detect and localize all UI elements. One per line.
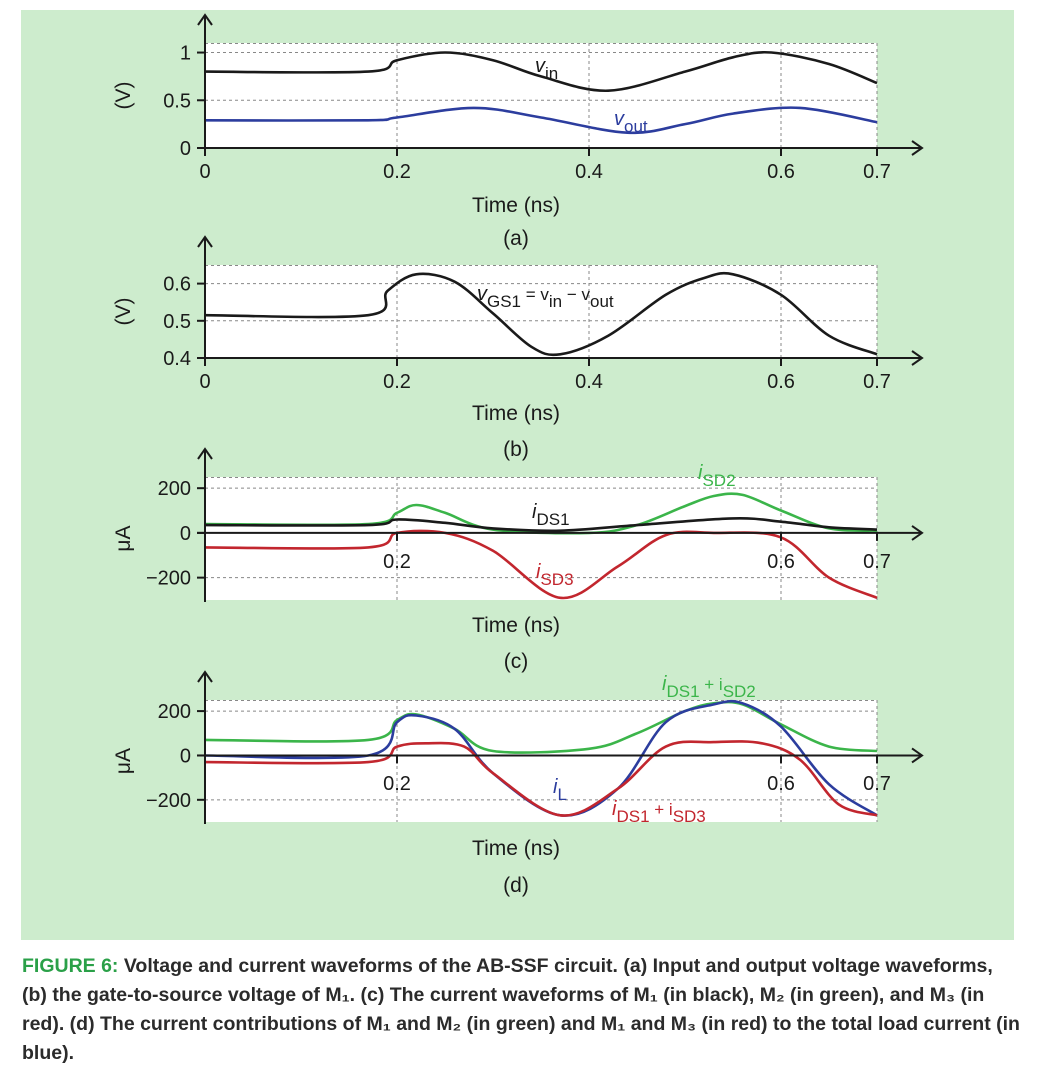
x-tick-label-c-0: 0.2 xyxy=(383,551,411,573)
x-axis-arrow-d xyxy=(911,747,924,764)
y-tick-label-d-1: 0 xyxy=(180,745,191,767)
series-a-0 xyxy=(204,50,878,93)
y-tick-label-a-0: 0 xyxy=(180,138,191,160)
y-axis-arrow-b xyxy=(197,235,213,248)
y-tick-label-b-1: 0.5 xyxy=(163,311,191,333)
x-axis-label-b: Time (ns) xyxy=(472,402,560,425)
y-axis-label-c: μA xyxy=(112,525,135,551)
series-label-c-1: iDS1 xyxy=(532,501,570,529)
series-label-d-2: iDS1 + iSD3 xyxy=(612,798,706,826)
x-axis-label-d: Time (ns) xyxy=(472,837,560,860)
series-label-d-0: iDS1 + iSD2 xyxy=(662,673,756,701)
x-axis-label-a: Time (ns) xyxy=(472,194,560,217)
y-tick-label-a-2: 1 xyxy=(180,43,191,65)
series-d-2 xyxy=(204,740,878,817)
y-tick-label-c-2: 200 xyxy=(158,478,191,500)
panel-label-b: (b) xyxy=(503,438,529,461)
y-axis-label-a: (V) xyxy=(112,82,135,110)
x-tick-label-d-2: 0.7 xyxy=(863,773,891,795)
x-tick-label-a-0: 0 xyxy=(199,161,210,183)
series-label-b-0: vGS1 = vin − vout xyxy=(477,283,614,311)
figure-svg: 0 0.5 1 0 0.2 0.4 0.6 0.7 Time (ns) (V) (a) vin vout… xyxy=(112,13,924,897)
chart-a: 0 0.5 1 0 0.2 0.4 0.6 0.7 Time (ns) (V) (a) vin vout xyxy=(112,13,924,250)
series-a-1 xyxy=(204,106,878,135)
panel-label-a: (a) xyxy=(503,227,529,250)
series-label-c-2: iSD3 xyxy=(536,561,574,589)
x-tick-label-a-4: 0.7 xyxy=(863,161,891,183)
x-tick-label-b-1: 0.2 xyxy=(383,371,411,393)
x-tick-label-d-0: 0.2 xyxy=(383,773,411,795)
y-tick-label-c-1: 0 xyxy=(180,523,191,545)
y-axis-label-d: μA xyxy=(112,748,135,774)
series-label-c-0: iSD2 xyxy=(698,462,736,490)
panel-label-d: (d) xyxy=(503,874,529,897)
caption-text: Voltage and current waveforms of the AB-… xyxy=(22,955,1020,1064)
y-tick-label-a-1: 0.5 xyxy=(163,90,191,112)
caption-label: FIGURE 6: xyxy=(22,955,119,977)
y-axis-label-b: (V) xyxy=(112,298,135,326)
y-tick-label-b-0: 0.4 xyxy=(163,348,191,370)
x-tick-label-b-4: 0.7 xyxy=(863,371,891,393)
series-b-0 xyxy=(204,271,878,357)
chart-c: −200 0 200 0.2 0.6 0.7 Time (ns) μA (c) iSD2 iDS1 i… xyxy=(112,447,924,673)
series-c-1 xyxy=(204,517,878,533)
y-tick-label-c-0: −200 xyxy=(146,568,191,590)
plot-area-a xyxy=(205,43,877,148)
x-tick-label-b-2: 0.4 xyxy=(575,371,603,393)
x-tick-label-b-0: 0 xyxy=(199,371,210,393)
figure-caption: FIGURE 6: Voltage and current waveforms … xyxy=(22,952,1022,1068)
y-tick-label-d-0: −200 xyxy=(146,790,191,812)
x-tick-label-c-2: 0.7 xyxy=(863,551,891,573)
series-label-a-1: vout xyxy=(614,108,648,136)
x-tick-label-a-2: 0.4 xyxy=(575,161,603,183)
plot-area-d xyxy=(205,700,877,822)
x-axis-arrow-a xyxy=(911,140,924,156)
y-axis-arrow-d xyxy=(197,670,213,683)
series-label-a-0: vin xyxy=(535,55,558,83)
x-axis-arrow-c xyxy=(911,525,924,541)
x-axis-label-c: Time (ns) xyxy=(472,614,560,637)
x-tick-label-c-1: 0.6 xyxy=(767,551,795,573)
x-axis-arrow-b xyxy=(911,350,924,366)
y-tick-label-b-2: 0.6 xyxy=(163,274,191,296)
x-tick-label-b-3: 0.6 xyxy=(767,371,795,393)
y-axis-arrow-c xyxy=(197,447,213,460)
chart-d: −200 0 200 0.2 0.6 0.7 Time (ns) μA (d) iDS1 + iS… xyxy=(112,670,924,897)
y-tick-label-d-2: 200 xyxy=(158,701,191,723)
x-tick-label-d-1: 0.6 xyxy=(767,773,795,795)
chart-b: 0.4 0.5 0.6 0 0.2 0.4 0.6 0.7 Time (ns) (V) (b) vGS… xyxy=(112,235,924,461)
panel-label-c: (c) xyxy=(504,650,529,673)
plot-area-b xyxy=(205,265,877,358)
y-axis-arrow-a xyxy=(197,13,213,26)
series-label-d-1: iL xyxy=(553,776,567,804)
x-tick-label-a-3: 0.6 xyxy=(767,161,795,183)
plot-area-c xyxy=(205,477,877,600)
x-tick-label-a-1: 0.2 xyxy=(383,161,411,183)
